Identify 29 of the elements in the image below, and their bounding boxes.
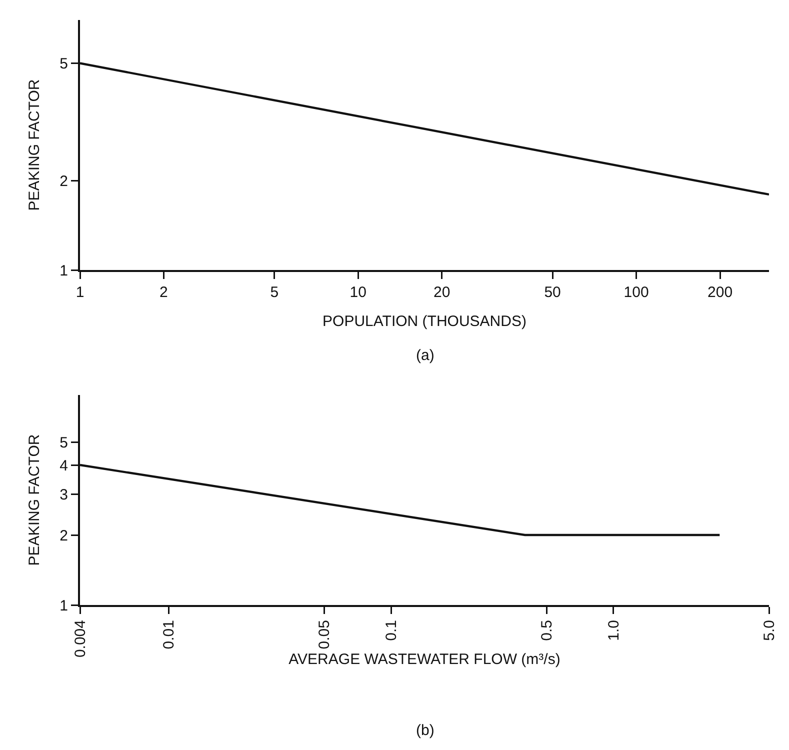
text: (a) [416,347,434,364]
x-axis-title: POPULATION (THOUSANDS) [322,313,526,330]
y-axis-title: PEAKING FACTOR [26,434,43,566]
y-tick-label: 2 [60,527,68,544]
y-tick-label: 5 [60,55,68,72]
x-tick-label: 0.01 [160,620,178,650]
y-tick-label: 1 [60,262,68,280]
text: (b) [416,722,434,739]
x-tick-label: 20 [434,284,450,301]
x-tick-label: 50 [544,284,561,301]
x-tick-label: 200 [708,284,733,301]
y-axis-title: PEAKING FACTOR [26,79,43,211]
y-tick-label: 2 [60,173,68,190]
x-tick-label: 100 [624,284,649,301]
x-tick-label: 5 [270,284,279,301]
y-tick-label: 5 [60,434,68,452]
x-tick-label: 0.05 [316,620,333,650]
x-tick-label: 1.0 [605,620,622,641]
x-axis-title: AVERAGE WASTEWATER FLOW (m³/s) [288,651,560,668]
x-tick-label: 0.004 [72,620,89,658]
x-tick-label: 0.5 [538,620,556,641]
y-tick-label: 4 [60,457,68,474]
x-tick-label: 10 [350,284,366,301]
y-tick-label: 1 [60,597,68,614]
x-tick-label: 5.0 [760,620,778,641]
x-tick-label: 1 [76,284,84,301]
y-tick-label: 3 [60,486,68,504]
x-tick-label: 0.1 [382,620,400,641]
x-tick-label: 2 [160,284,168,301]
